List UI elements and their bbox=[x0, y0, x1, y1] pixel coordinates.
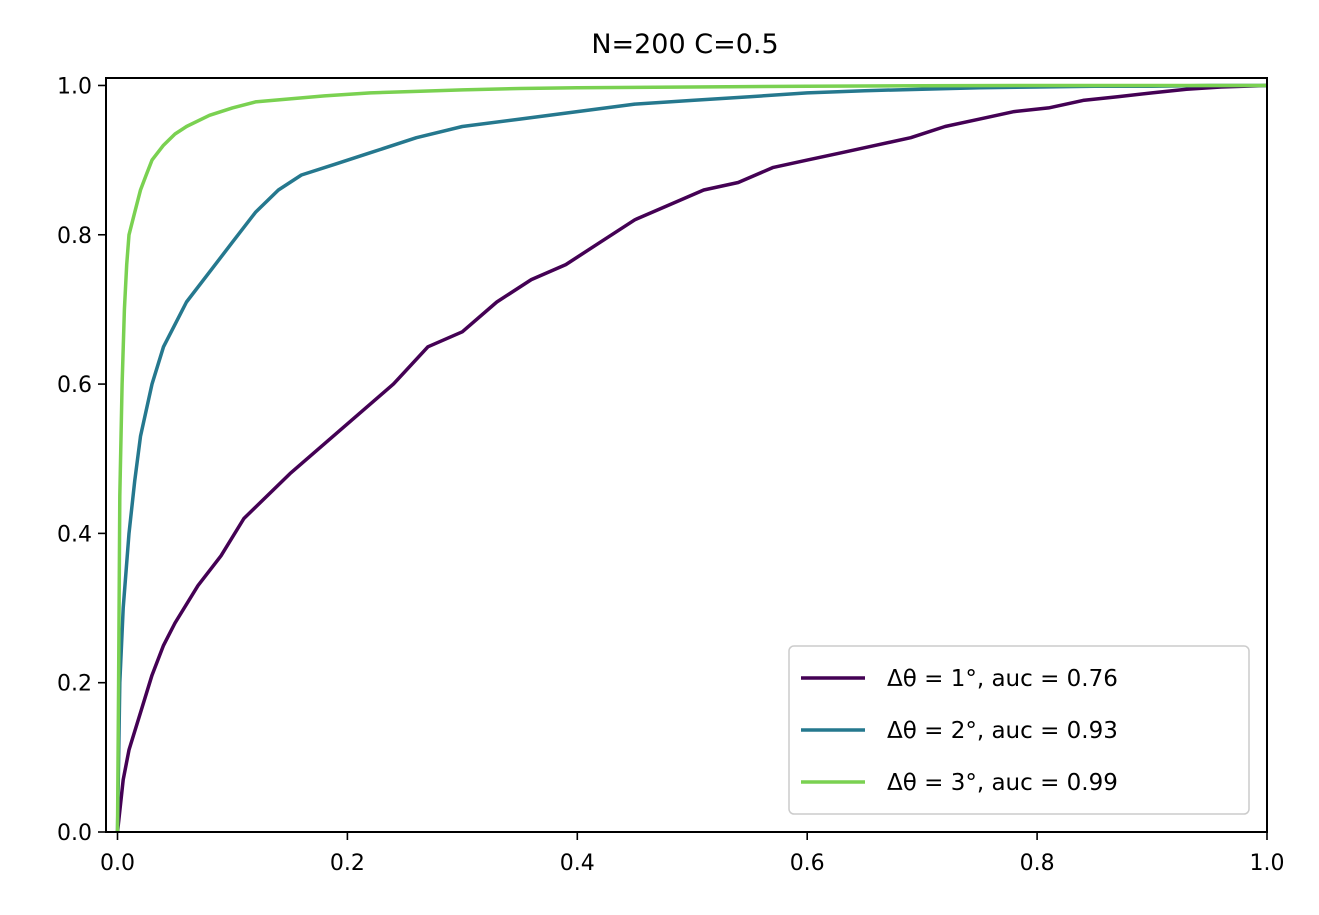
x-tick-label: 0.8 bbox=[1020, 851, 1055, 876]
y-tick-label: 0.0 bbox=[57, 821, 92, 846]
x-tick-label: 0.2 bbox=[330, 851, 365, 876]
x-tick-label: 1.0 bbox=[1250, 851, 1285, 876]
axis-ticks: 0.0 0.2 0.4 0.6 0.8 1.0 0.0 0.2 0.4 0.6 0.8 1.0 bbox=[57, 74, 1285, 876]
y-tick-label: 0.4 bbox=[57, 522, 92, 547]
axes-frame bbox=[105, 77, 1268, 833]
series-line-2 bbox=[115, 83, 1267, 833]
series-line-3 bbox=[115, 83, 1267, 833]
x-tick-label: 0.6 bbox=[790, 851, 825, 876]
chart-title: N=200 C=0.5 bbox=[591, 29, 778, 60]
legend-label-2: Δθ = 2°, auc = 0.93 bbox=[887, 718, 1118, 744]
y-tick-label: 0.8 bbox=[57, 224, 92, 249]
x-tick-label: 0.0 bbox=[100, 851, 135, 876]
series-line-1 bbox=[115, 83, 1268, 833]
x-tick-label: 0.4 bbox=[560, 851, 595, 876]
legend: Δθ = 1°, auc = 0.76 Δθ = 2°, auc = 0.93 Δθ… bbox=[788, 645, 1250, 815]
legend-label-1: Δθ = 1°, auc = 0.76 bbox=[887, 666, 1118, 692]
legend-box bbox=[788, 645, 1250, 815]
y-tick-label: 0.6 bbox=[57, 373, 92, 398]
legend-label-3: Δθ = 3°, auc = 0.99 bbox=[887, 770, 1118, 796]
y-tick-label: 1.0 bbox=[57, 74, 92, 99]
y-tick-label: 0.2 bbox=[57, 672, 92, 697]
plot-lines bbox=[115, 83, 1268, 833]
